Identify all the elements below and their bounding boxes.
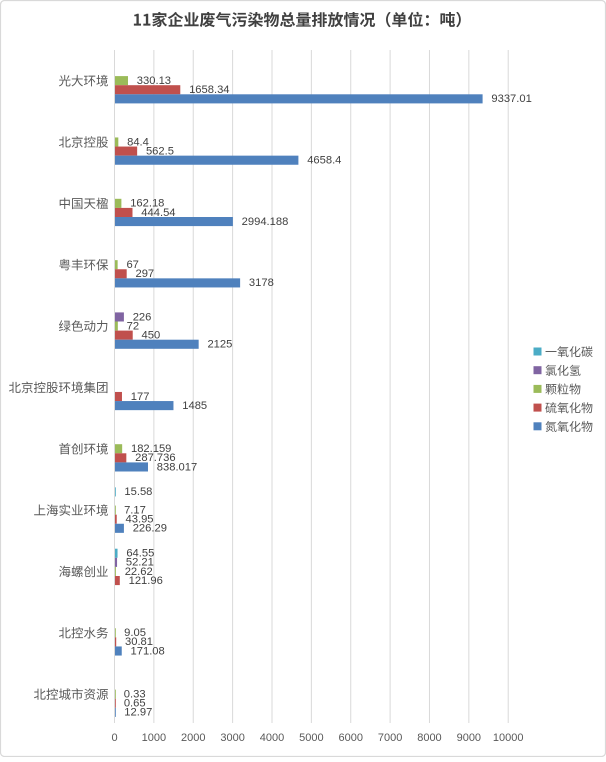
svg-text:171.08: 171.08 bbox=[131, 645, 165, 657]
svg-text:5000: 5000 bbox=[299, 732, 323, 744]
svg-text:43.95: 43.95 bbox=[126, 514, 154, 526]
svg-text:450: 450 bbox=[142, 329, 161, 341]
svg-text:4000: 4000 bbox=[260, 732, 284, 744]
svg-text:121.96: 121.96 bbox=[129, 575, 163, 587]
svg-text:84.4: 84.4 bbox=[127, 136, 149, 148]
svg-text:7.17: 7.17 bbox=[124, 504, 146, 516]
svg-text:1658.34: 1658.34 bbox=[189, 84, 229, 96]
svg-text:562.5: 562.5 bbox=[146, 145, 174, 157]
svg-text:9000: 9000 bbox=[457, 732, 481, 744]
svg-text:30.81: 30.81 bbox=[125, 636, 153, 648]
svg-text:330.13: 330.13 bbox=[137, 75, 171, 87]
svg-text:12.97: 12.97 bbox=[124, 707, 152, 719]
svg-text:444.54: 444.54 bbox=[141, 207, 175, 219]
svg-text:72: 72 bbox=[127, 320, 139, 332]
svg-text:1000: 1000 bbox=[142, 732, 166, 744]
svg-text:182.159: 182.159 bbox=[131, 443, 171, 455]
svg-text:3178: 3178 bbox=[249, 277, 274, 289]
svg-text:22.62: 22.62 bbox=[125, 566, 153, 578]
svg-text:6000: 6000 bbox=[338, 732, 362, 744]
svg-text:1485: 1485 bbox=[182, 400, 207, 412]
svg-text:2000: 2000 bbox=[181, 732, 205, 744]
svg-text:0: 0 bbox=[111, 732, 117, 744]
svg-text:838.017: 838.017 bbox=[157, 461, 197, 473]
svg-text:2125: 2125 bbox=[207, 339, 232, 351]
svg-text:162.18: 162.18 bbox=[130, 198, 164, 210]
svg-text:0.65: 0.65 bbox=[124, 698, 146, 710]
svg-text:64.55: 64.55 bbox=[126, 548, 154, 560]
svg-text:67: 67 bbox=[126, 259, 138, 271]
svg-text:177: 177 bbox=[131, 391, 150, 403]
svg-text:10000: 10000 bbox=[493, 732, 524, 744]
svg-text:15.58: 15.58 bbox=[124, 486, 152, 498]
svg-text:9.05: 9.05 bbox=[124, 627, 146, 639]
svg-text:226: 226 bbox=[133, 311, 152, 323]
svg-text:297: 297 bbox=[135, 268, 154, 280]
svg-text:2994.188: 2994.188 bbox=[242, 216, 289, 228]
svg-text:287.736: 287.736 bbox=[135, 452, 175, 464]
svg-text:52.21: 52.21 bbox=[126, 557, 154, 569]
svg-text:226.29: 226.29 bbox=[133, 523, 167, 535]
svg-text:3000: 3000 bbox=[220, 732, 244, 744]
svg-text:0.33: 0.33 bbox=[124, 688, 146, 700]
svg-text:9337.01: 9337.01 bbox=[491, 93, 531, 105]
svg-text:8000: 8000 bbox=[417, 732, 441, 744]
svg-text:7000: 7000 bbox=[378, 732, 402, 744]
svg-text:4658.4: 4658.4 bbox=[307, 155, 341, 167]
